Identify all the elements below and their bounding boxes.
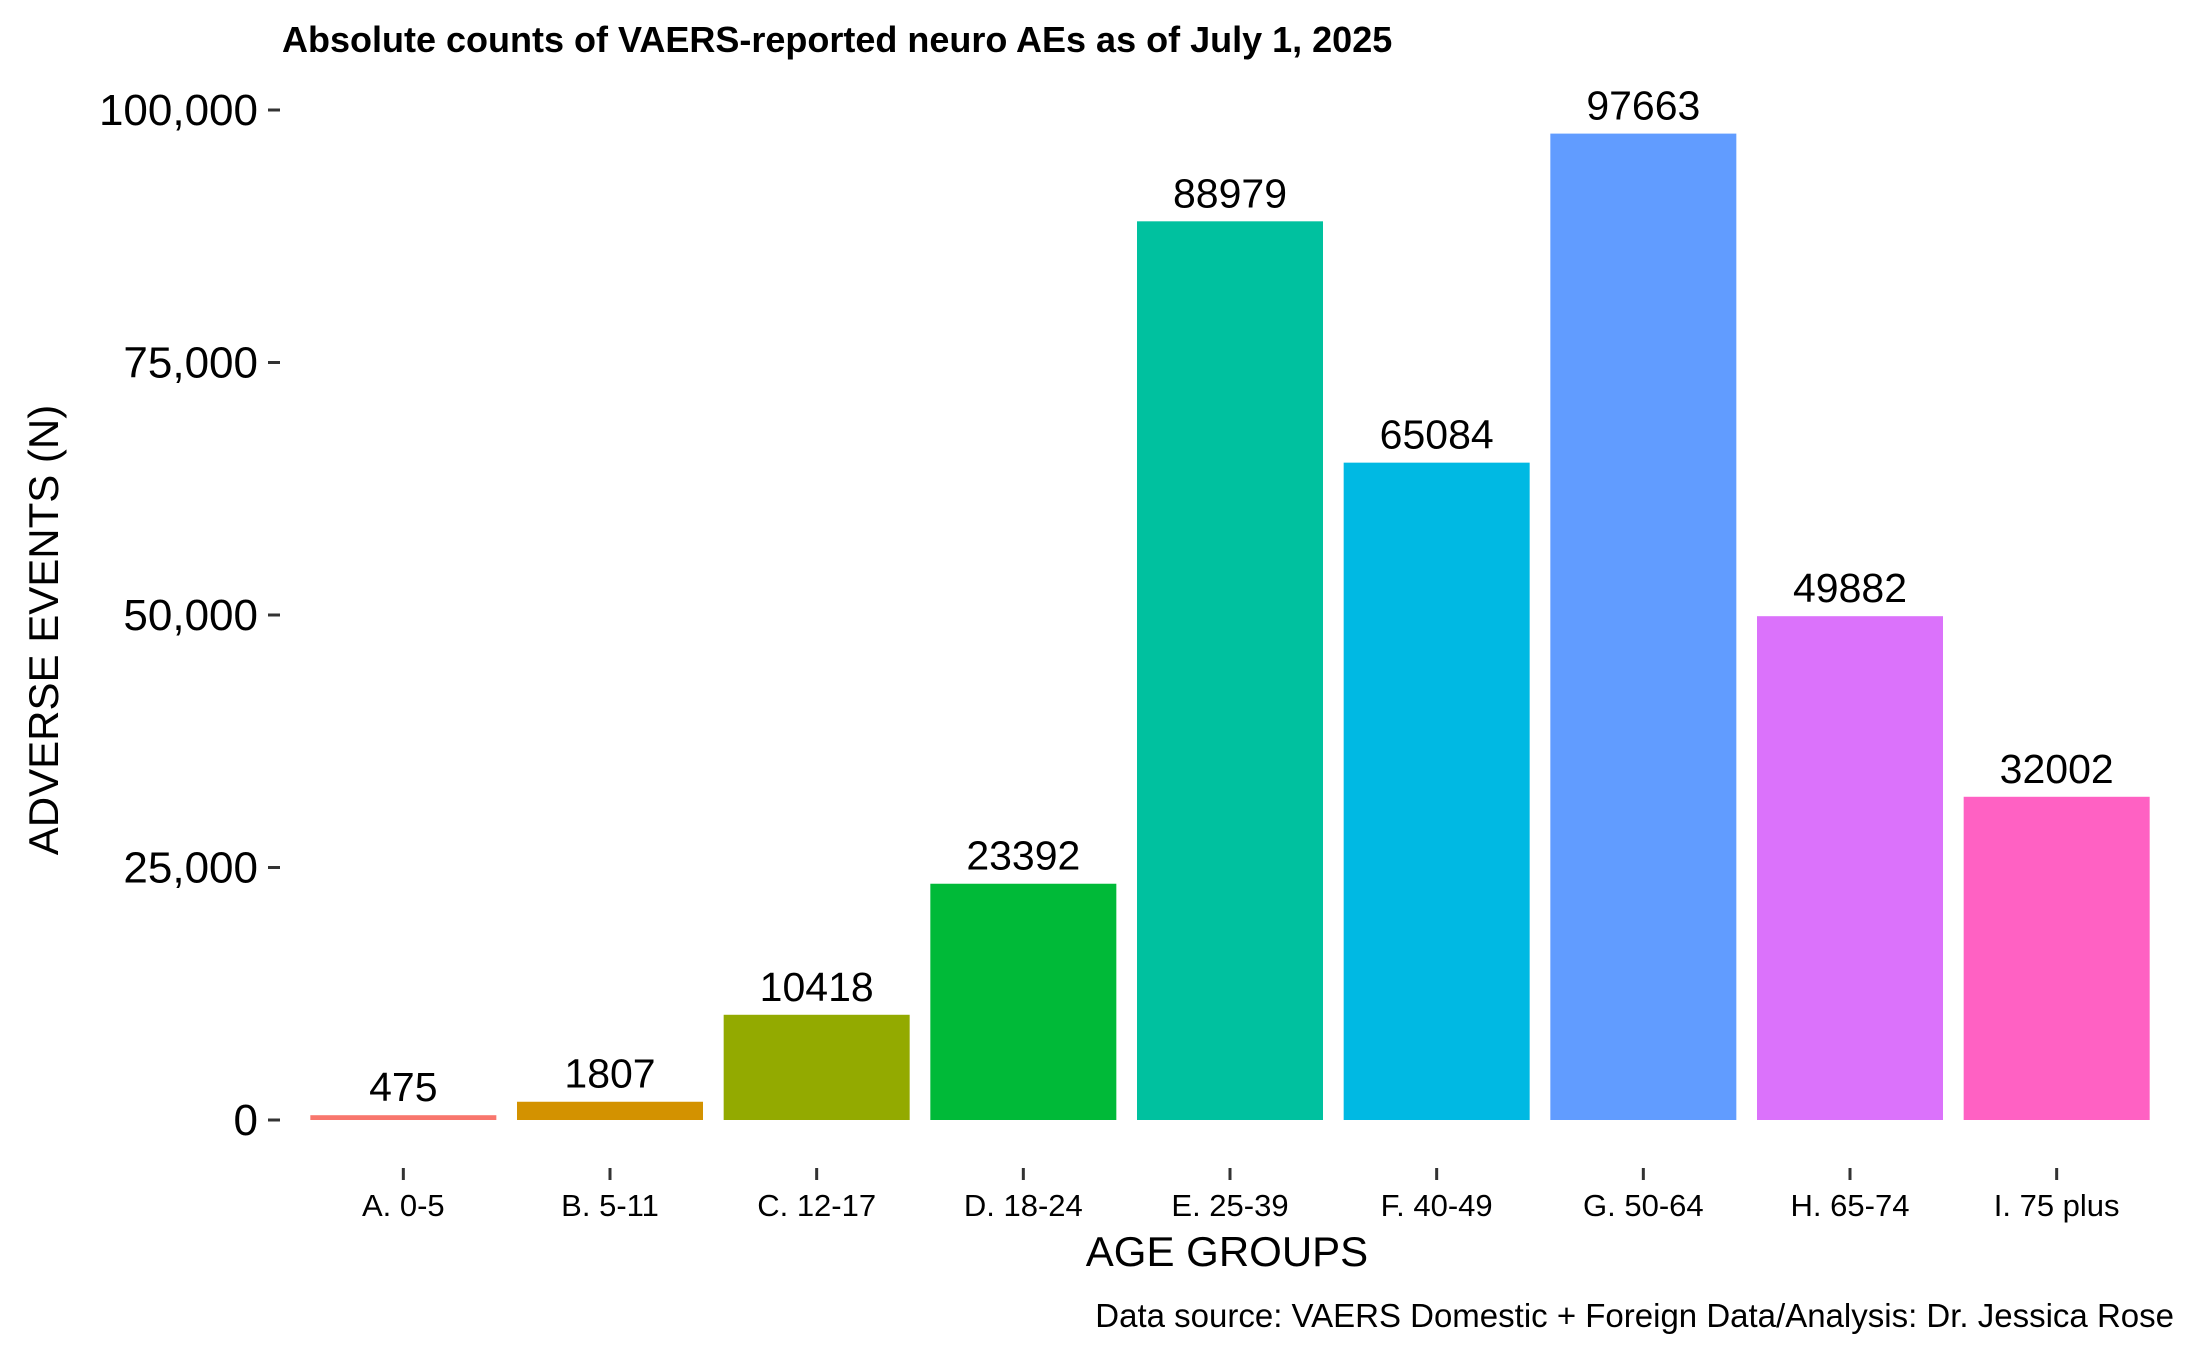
y-tick-label: 100,000 xyxy=(99,86,258,135)
x-tick-label: A. 0-5 xyxy=(362,1188,445,1223)
chart-title: Absolute counts of VAERS-reported neuro … xyxy=(282,19,1392,60)
bar-value-label: 88979 xyxy=(1173,170,1287,216)
bar xyxy=(930,883,1117,1120)
chart-caption: Data source: VAERS Domestic + Foreign Da… xyxy=(1095,1297,2174,1334)
bar xyxy=(1550,133,1737,1120)
x-tick-label: D. 18-24 xyxy=(964,1188,1083,1223)
y-axis-title: ADVERSE EVENTS (N) xyxy=(20,405,67,855)
bar-value-label: 49882 xyxy=(1793,565,1907,611)
x-tick-label: E. 25-39 xyxy=(1171,1188,1288,1223)
x-tick-label: I. 75 plus xyxy=(1994,1188,2120,1223)
y-tick-label: 75,000 xyxy=(123,339,258,388)
bar xyxy=(1343,462,1530,1120)
bar-value-label: 475 xyxy=(369,1064,437,1110)
bar xyxy=(723,1014,910,1120)
x-axis-title: AGE GROUPS xyxy=(1086,1228,1368,1275)
y-tick-label: 50,000 xyxy=(123,591,258,640)
y-axis: 0 25,000 50,000 75,000 100,000 xyxy=(99,86,280,1145)
x-tick-label: F. 40-49 xyxy=(1381,1188,1493,1223)
bar xyxy=(1757,616,1943,1120)
bar-value-label: 23392 xyxy=(966,833,1080,879)
bar xyxy=(310,1115,497,1120)
bar xyxy=(1963,796,2150,1120)
y-tick-label: 0 xyxy=(234,1096,258,1145)
x-tick-label: C. 12-17 xyxy=(757,1188,876,1223)
bar-value-label: 65084 xyxy=(1380,412,1494,458)
bar-value-label: 1807 xyxy=(564,1051,655,1097)
x-tick-label: H. 65-74 xyxy=(1791,1188,1910,1223)
x-tick-label: G. 50-64 xyxy=(1583,1188,1704,1223)
bar-value-label: 97663 xyxy=(1586,83,1700,129)
x-tick-label: B. 5-11 xyxy=(561,1188,659,1223)
bar xyxy=(517,1101,703,1120)
bar-value-label: 32002 xyxy=(2000,746,2114,792)
x-axis: A. 0-5 B. 5-11 C. 12-17 D. 18-24 E. 25-39 F. … xyxy=(362,1168,2120,1223)
bar-value-label: 10418 xyxy=(760,964,874,1010)
y-tick-label: 25,000 xyxy=(123,844,258,893)
bars: 475 1807 10418 23392 88979 65084 97663 49882 320… xyxy=(310,83,2150,1120)
bar xyxy=(1137,221,1323,1120)
